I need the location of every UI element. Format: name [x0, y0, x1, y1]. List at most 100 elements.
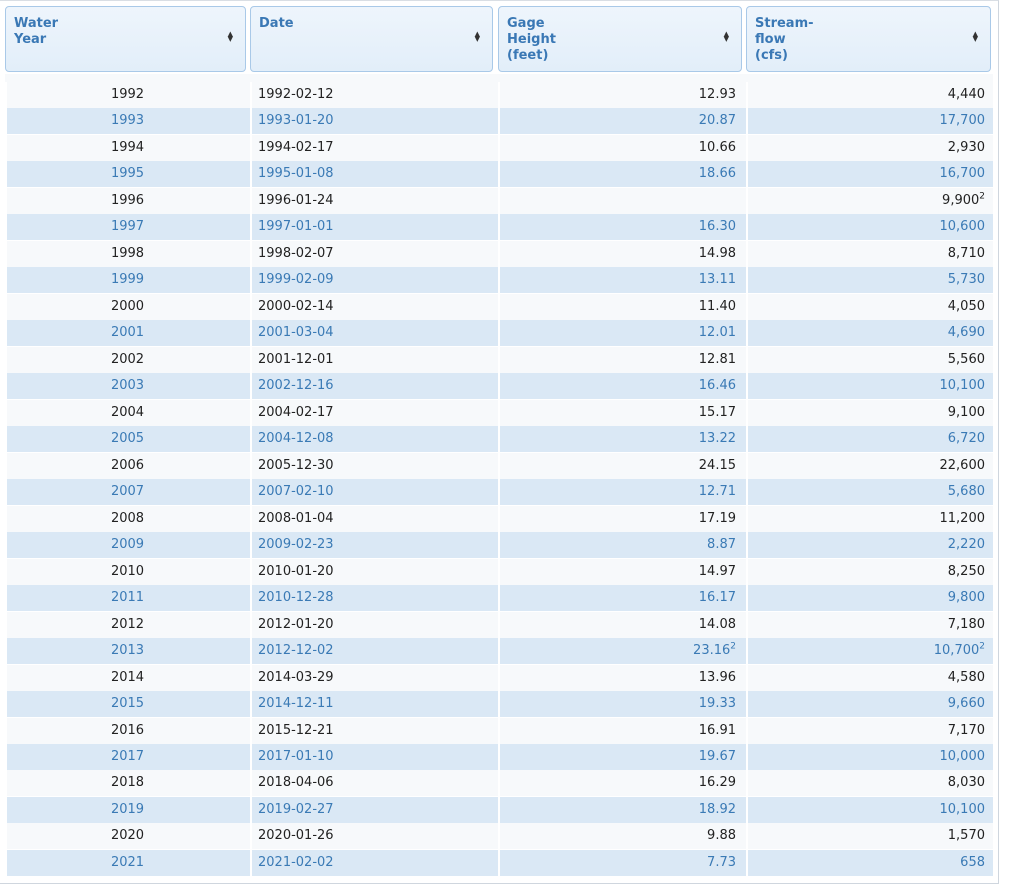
table-row: 1994 1994-02-17 10.66 2,930	[5, 134, 993, 161]
table-cell: 13.11	[498, 267, 744, 294]
table-cell: 2001-12-01	[250, 346, 495, 373]
table-cell: 1994	[5, 134, 248, 161]
table-row: 2002 2001-12-01 12.81 5,560	[5, 346, 993, 373]
table-row: 2020 2020-01-26 9.88 1,570	[5, 823, 993, 850]
table-cell: 8,250	[746, 558, 993, 585]
table-cell: 2004-12-08	[250, 426, 495, 453]
table-cell: 14.98	[498, 240, 744, 267]
table-row: 2017 2017-01-10 19.67 10,000	[5, 744, 993, 770]
header-line: Date	[259, 16, 294, 31]
table-cell: 10,600	[746, 214, 993, 241]
table-cell: 5,560	[746, 346, 993, 373]
table-cell: 2014	[5, 664, 248, 691]
table-cell: 9.88	[498, 823, 744, 850]
table-row: 2009 2009-02-23 8.87 2,220	[5, 532, 993, 559]
table-cell: 9,660	[746, 691, 993, 718]
table-cell: 5,730	[746, 267, 993, 294]
header-line: Year	[14, 32, 47, 47]
table-row: 2003 2002-12-16 16.46 10,100	[5, 373, 993, 400]
table-cell: 18.92	[498, 796, 744, 823]
table-cell: 12.71	[498, 479, 744, 506]
header-line: Gage	[507, 16, 545, 31]
header-label: Water Year	[14, 16, 58, 48]
table-cell: 12.01	[498, 320, 744, 347]
table-cell: 2012	[5, 611, 248, 638]
table-cell: 1995-01-08	[250, 161, 495, 188]
table-cell: 10,000	[746, 744, 993, 770]
header-line: Water	[14, 16, 59, 31]
table-cell: 2020-01-26	[250, 823, 495, 850]
cell-text: 23.16	[693, 643, 731, 659]
table-row: 1996 1996-01-24 9,9002	[5, 187, 993, 214]
table-cell: 4,580	[746, 664, 993, 691]
table-cell: 2014-03-29	[250, 664, 495, 691]
table-row: 2012 2012-01-20 14.08 7,180	[5, 611, 993, 638]
table-row: 2011 2010-12-28 16.17 9,800	[5, 585, 993, 612]
table-cell: 6,720	[746, 426, 993, 453]
table-cell: 16.46	[498, 373, 744, 400]
table-row: 2015 2014-12-11 19.33 9,660	[5, 691, 993, 718]
table-cell: 2004	[5, 399, 248, 426]
table-cell: 2006	[5, 452, 248, 479]
table-cell: 1995	[5, 161, 248, 188]
table-cell: 2000	[5, 293, 248, 320]
table-row: 2005 2004-12-08 13.22 6,720	[5, 426, 993, 453]
table-cell: 2008	[5, 505, 248, 532]
table-cell: 2010-12-28	[250, 585, 495, 612]
table-row: 2019 2019-02-27 18.92 10,100	[5, 796, 993, 823]
column-header[interactable]: Water Year ▲ ▼	[5, 6, 246, 72]
table-cell: 2020	[5, 823, 248, 850]
table-cell: 2,220	[746, 532, 993, 559]
table-cell: 17,700	[746, 108, 993, 135]
sort-icon[interactable]: ▲ ▼	[227, 30, 233, 43]
footnote-marker: 2	[979, 191, 985, 202]
table-cell: 13.22	[498, 426, 744, 453]
table-cell: 9,800	[746, 585, 993, 612]
table-cell: 16.29	[498, 770, 744, 797]
table-cell: 11.40	[498, 293, 744, 320]
table-row: 2021 2021-02-02 7.73 658	[5, 849, 993, 876]
sort-icon[interactable]: ▲ ▼	[474, 30, 480, 43]
table-cell: 1,570	[746, 823, 993, 850]
table-cell: 2018-04-06	[250, 770, 495, 797]
table-cell: 2007-02-10	[250, 479, 495, 506]
table-cell: 2007	[5, 479, 248, 506]
table-cell: 2008-01-04	[250, 505, 495, 532]
table-cell: 5,680	[746, 479, 993, 506]
table-cell: 22,600	[746, 452, 993, 479]
sort-icon[interactable]: ▲ ▼	[972, 30, 978, 43]
table-cell: 1992-02-12	[250, 82, 495, 108]
table-cell: 1998-02-07	[250, 240, 495, 267]
table-cell: 19.33	[498, 691, 744, 718]
table-cell: 4,050	[746, 293, 993, 320]
header-line: (cfs)	[755, 48, 788, 63]
table-cell: 2009	[5, 532, 248, 559]
table-cell: 18.66	[498, 161, 744, 188]
table-cell: 2001-03-04	[250, 320, 495, 347]
table-cell: 9,100	[746, 399, 993, 426]
table-cell: 2021	[5, 849, 248, 876]
column-header[interactable]: Stream-flow (cfs) ▲ ▼	[746, 6, 991, 72]
table-cell: 2000-02-14	[250, 293, 495, 320]
table-row: 2004 2004-02-17 15.17 9,100	[5, 399, 993, 426]
table-cell: 2015	[5, 691, 248, 718]
header-line: (feet)	[507, 48, 549, 63]
table-cell: 14.08	[498, 611, 744, 638]
column-header[interactable]: Date ▲ ▼	[250, 6, 493, 72]
table-cell: 2017-01-10	[250, 744, 495, 770]
table-cell: 2002-12-16	[250, 373, 495, 400]
column-header[interactable]: Gage Height (feet) ▲ ▼	[498, 6, 742, 72]
table-cell: 1997	[5, 214, 248, 241]
table-cell: 2019-02-27	[250, 796, 495, 823]
table-cell: 1997-01-01	[250, 214, 495, 241]
table-cell: 1998	[5, 240, 248, 267]
table-cell: 2017	[5, 744, 248, 770]
sort-icon[interactable]: ▲ ▼	[723, 30, 729, 43]
table-cell: 2005-12-30	[250, 452, 495, 479]
footnote-marker: 2	[979, 641, 985, 652]
table-cell: 2016	[5, 717, 248, 744]
table-cell: 2010	[5, 558, 248, 585]
table-row: 2016 2015-12-21 16.91 7,170	[5, 717, 993, 744]
table-cell: 1992	[5, 82, 248, 108]
header-label: Gage Height (feet)	[507, 16, 556, 64]
